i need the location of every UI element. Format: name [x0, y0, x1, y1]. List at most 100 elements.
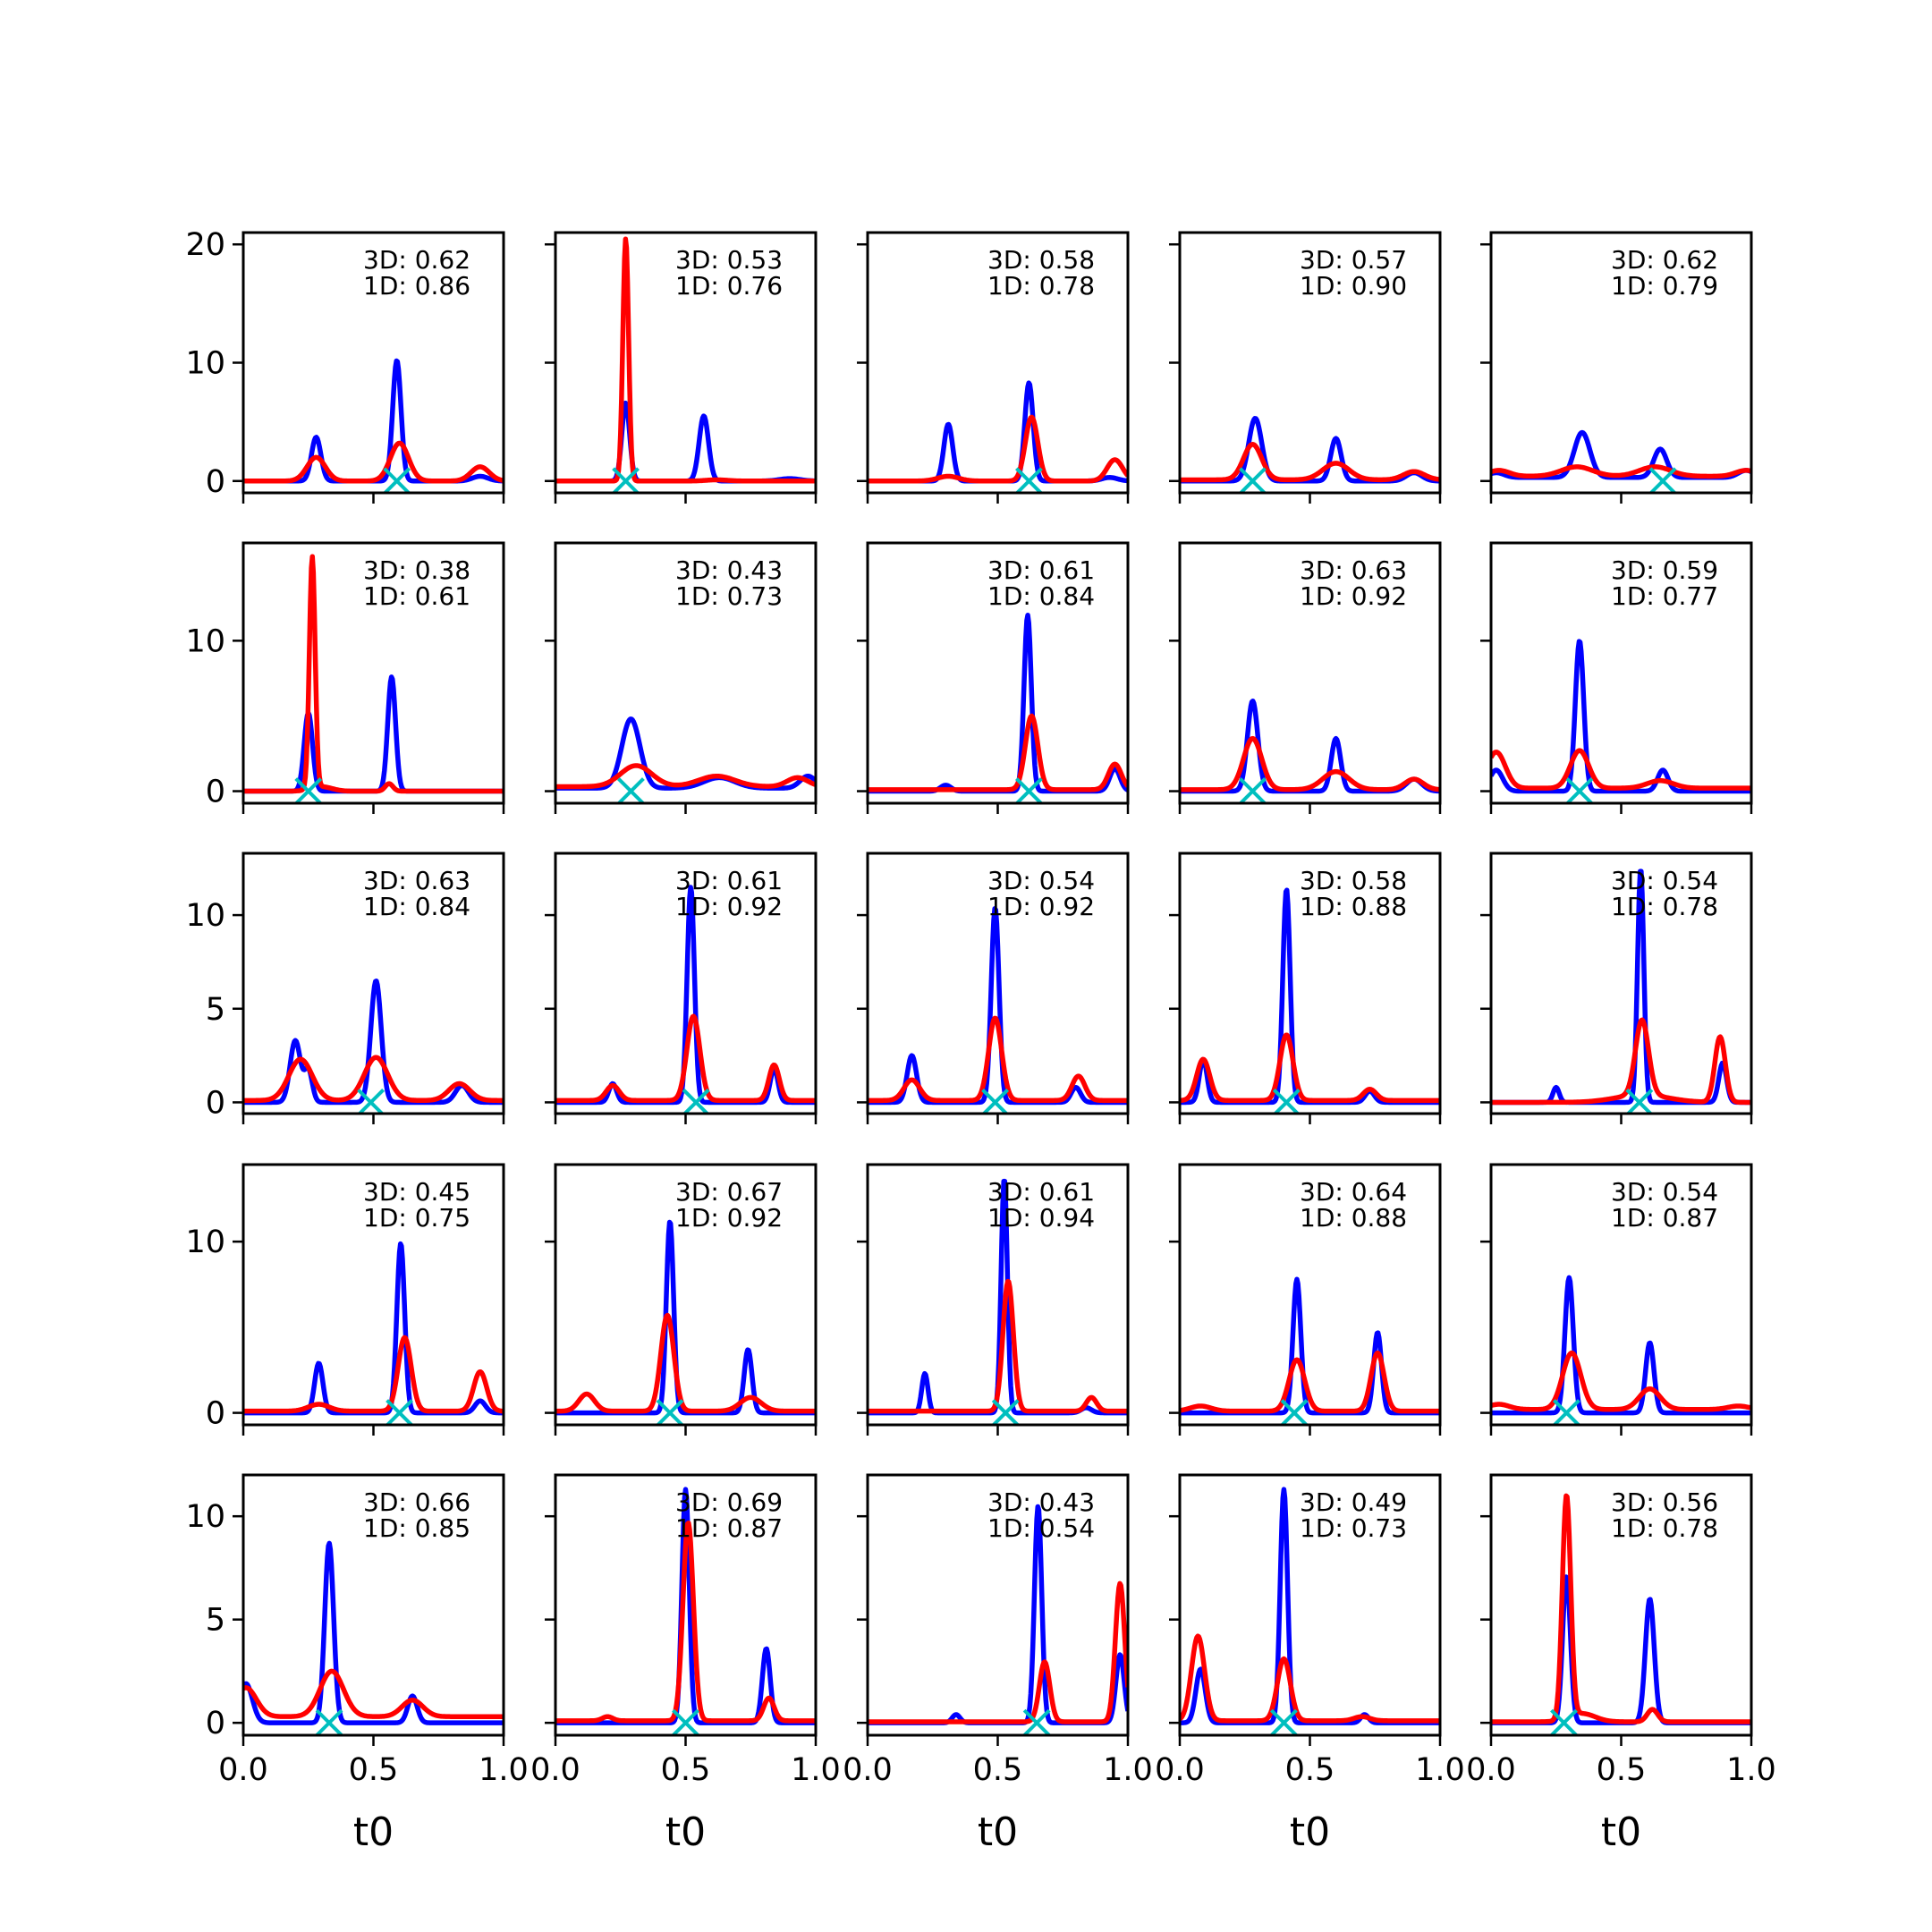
red-series-line	[555, 1312, 816, 1414]
blue-series-line	[555, 1219, 816, 1416]
plot-area	[555, 1487, 816, 1735]
x-marker	[672, 1708, 699, 1735]
red-series-line	[1180, 735, 1440, 792]
panel-annotation: 1D: 0.88	[1300, 892, 1407, 921]
plot-area	[243, 358, 504, 493]
x-marker	[1015, 467, 1043, 493]
panel-annotation: 3D: 0.49	[1300, 1487, 1407, 1517]
y-tick-label: 20	[185, 227, 225, 263]
panel-annotation: 1D: 0.92	[675, 892, 783, 921]
x-tick-label: 1.0	[1103, 1752, 1153, 1788]
panel-annotation: 3D: 0.63	[363, 866, 470, 895]
panel-annotation: 3D: 0.54	[1611, 866, 1718, 895]
panel-annotation: 3D: 0.58	[987, 245, 1095, 275]
y-tick-label: 10	[185, 1499, 225, 1535]
x-marker	[991, 1399, 1020, 1425]
panel-annotation: 1D: 0.87	[1611, 1203, 1718, 1233]
panel-annotation: 3D: 0.62	[363, 245, 470, 275]
x-marker-stroke	[991, 1399, 1020, 1425]
red-series-line	[1491, 464, 1751, 479]
plot-area	[243, 1241, 504, 1425]
plot-area	[1180, 887, 1440, 1114]
x-marker	[1648, 467, 1677, 493]
x-marker	[981, 1089, 1010, 1114]
panel-annotation: 3D: 0.38	[363, 555, 470, 585]
red-series-line	[555, 1013, 816, 1104]
x-marker-stroke	[1269, 1708, 1298, 1735]
x-tick-label: 0.5	[1597, 1752, 1647, 1788]
red-series-line	[868, 1278, 1128, 1414]
x-marker	[383, 467, 411, 493]
x-marker	[616, 777, 645, 803]
red-series-line	[243, 440, 504, 484]
x-marker-stroke	[1648, 467, 1677, 493]
plot-area	[1491, 1275, 1751, 1425]
plot-area	[243, 979, 504, 1114]
panel-annotation: 1D: 0.90	[1300, 271, 1407, 301]
x-axis-label: t0	[978, 1809, 1018, 1855]
plot-area	[1491, 639, 1751, 803]
plot-area	[868, 1178, 1128, 1425]
panel-annotation: 3D: 0.62	[1611, 245, 1718, 275]
panel-annotation: 3D: 0.43	[987, 1487, 1095, 1517]
x-marker-stroke	[672, 1708, 699, 1735]
plot-area	[868, 906, 1128, 1114]
panel-annotation: 3D: 0.54	[1611, 1177, 1718, 1207]
x-marker	[315, 1708, 343, 1735]
plot-area	[868, 613, 1128, 803]
plot-area	[243, 1540, 504, 1735]
panel-annotation: 3D: 0.66	[363, 1487, 470, 1517]
panel-annotation: 1D: 0.92	[1300, 581, 1407, 611]
red-series-line	[868, 1015, 1128, 1104]
x-marker	[1280, 1399, 1309, 1425]
plot-area	[1180, 1276, 1440, 1425]
x-tick-label: 0.5	[1285, 1752, 1335, 1788]
panel-annotation: 1D: 0.87	[675, 1513, 783, 1543]
x-axis-label: t0	[665, 1809, 706, 1855]
plot-area	[243, 554, 504, 803]
panel-annotation: 1D: 0.73	[675, 581, 783, 611]
y-tick-label: 10	[185, 623, 225, 659]
plot-area	[555, 885, 816, 1114]
x-marker	[656, 1399, 684, 1425]
panel-annotation: 1D: 0.92	[675, 1203, 783, 1233]
panel-annotation: 3D: 0.61	[987, 1177, 1095, 1207]
x-marker	[1272, 1089, 1301, 1114]
panel-annotation: 3D: 0.43	[675, 555, 783, 585]
plot-area	[555, 716, 816, 803]
x-axis-label: t0	[1601, 1809, 1641, 1855]
x-tick-label: 0.0	[218, 1752, 268, 1788]
panel-annotation: 3D: 0.53	[675, 245, 783, 275]
x-marker	[386, 1399, 414, 1425]
panel-annotation: 1D: 0.78	[987, 271, 1095, 301]
x-marker	[1015, 777, 1043, 803]
blue-series-line	[1491, 1275, 1751, 1416]
plot-area	[555, 1219, 816, 1425]
x-marker	[1239, 777, 1267, 803]
x-tick-label: 1.0	[791, 1752, 841, 1788]
plot-area	[1180, 1487, 1440, 1735]
red-series-line	[243, 1668, 504, 1719]
panel-annotation: 3D: 0.58	[1300, 866, 1407, 895]
red-series-line	[868, 713, 1128, 792]
plot-area	[1180, 698, 1440, 803]
y-tick-label: 10	[185, 346, 225, 382]
plot-area	[868, 380, 1128, 493]
x-marker-stroke	[1280, 1399, 1309, 1425]
panel-annotation: 1D: 0.88	[1300, 1203, 1407, 1233]
plot-area	[1180, 416, 1440, 493]
x-marker-stroke	[315, 1708, 343, 1735]
red-series-line	[1180, 1633, 1440, 1724]
plot-area	[1491, 1493, 1751, 1735]
red-series-line	[243, 554, 504, 794]
